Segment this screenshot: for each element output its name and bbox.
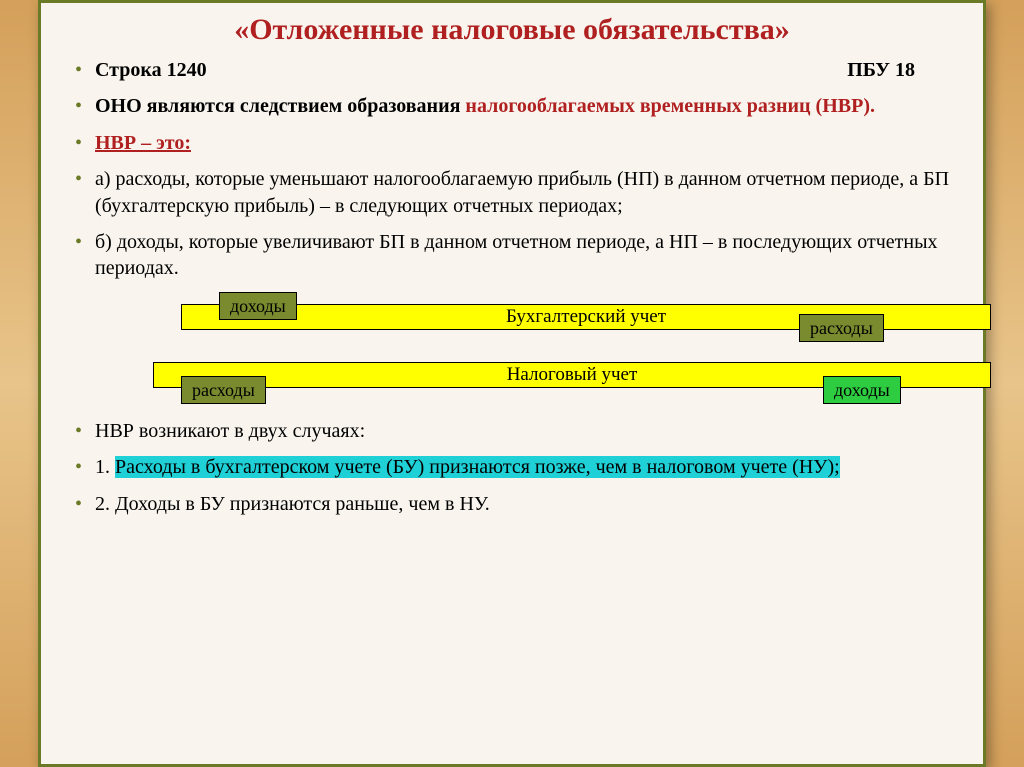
line2-b: налогооблагаемых временных разниц (НВР). (465, 95, 875, 117)
bullet-line-3: НВР – это: (69, 130, 955, 156)
slide-title: «Отложенные налоговые обязательства» (69, 13, 955, 47)
bullet-line-7: 1. Расходы в бухгалтерском учете (БУ) пр… (69, 454, 955, 480)
diagram-tax: Налоговый учет расходы доходы (69, 358, 955, 414)
line7-b: Расходы в бухгалтерском учете (БУ) призн… (115, 456, 840, 478)
bullet-line-2: ОНО являются следствием образования нало… (69, 93, 955, 119)
line7-a: 1. (95, 456, 115, 478)
line1-left: Строка 1240 (95, 57, 207, 83)
tag-expense-2: расходы (181, 376, 266, 404)
bullet-line-8: 2. Доходы в БУ признаются раньше, чем в … (69, 491, 955, 517)
line1-right: ПБУ 18 (847, 57, 955, 83)
bullet-line-4: а) расходы, которые уменьшают налогообла… (69, 166, 955, 219)
diagram-accounting: Бухгалтерский учет доходы расходы (69, 292, 955, 352)
bullet-line-5: б) доходы, которые увеличивают БП в данн… (69, 229, 955, 282)
bullet-line-1: Строка 1240 ПБУ 18 (69, 57, 955, 83)
line2-a: ОНО являются следствием образования (95, 95, 465, 117)
tag-income-1: доходы (219, 292, 297, 320)
bullet-list-2: НВР возникают в двух случаях: 1. Расходы… (69, 418, 955, 517)
tag-income-2: доходы (823, 376, 901, 404)
bullet-line-6: НВР возникают в двух случаях: (69, 418, 955, 444)
bullet-list: Строка 1240 ПБУ 18 ОНО являются следстви… (69, 57, 955, 282)
tag-expense-1: расходы (799, 314, 884, 342)
slide-page: «Отложенные налоговые обязательства» Стр… (38, 0, 986, 767)
line3-text: НВР – это: (95, 132, 191, 154)
